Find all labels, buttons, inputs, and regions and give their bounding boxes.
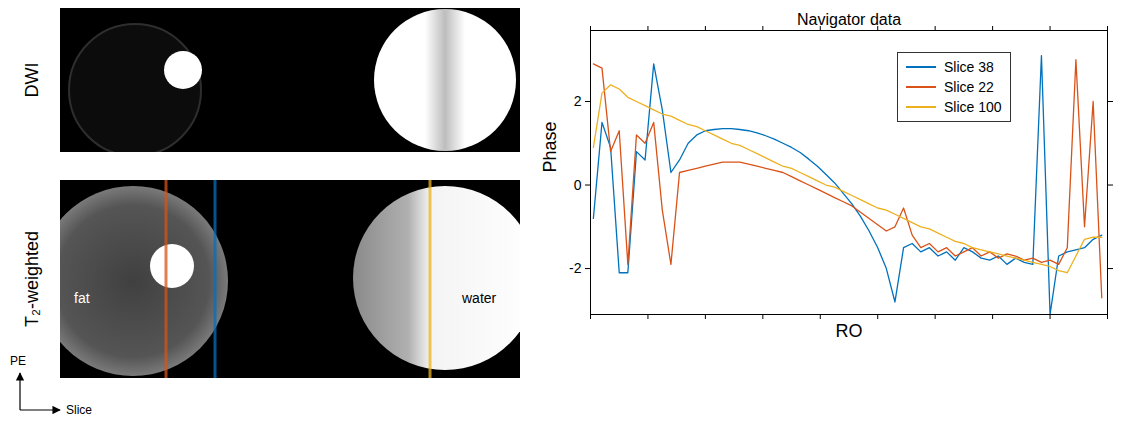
html-text:Slice 22: Slice 22 (944, 79, 994, 95)
svg-text:Navigator data: Navigator data (797, 11, 901, 28)
svg-text:water: water (461, 290, 497, 306)
svg-text:-2: -2 (569, 260, 582, 276)
svg-text:Slice: Slice (66, 403, 92, 417)
svg-text:2: 2 (574, 93, 582, 109)
svg-text:Phase: Phase (540, 121, 560, 172)
svg-text:RO: RO (836, 321, 863, 341)
svg-text:T₂-weighted: T₂-weighted (22, 231, 42, 327)
svg-text:PE: PE (10, 354, 26, 368)
html-text:Slice 100: Slice 100 (944, 99, 1002, 115)
svg-text:DWI: DWI (22, 63, 42, 98)
svg-text:fat: fat (74, 290, 90, 306)
svg-text:0: 0 (574, 177, 582, 193)
html-text:Slice 38: Slice 38 (944, 59, 994, 75)
